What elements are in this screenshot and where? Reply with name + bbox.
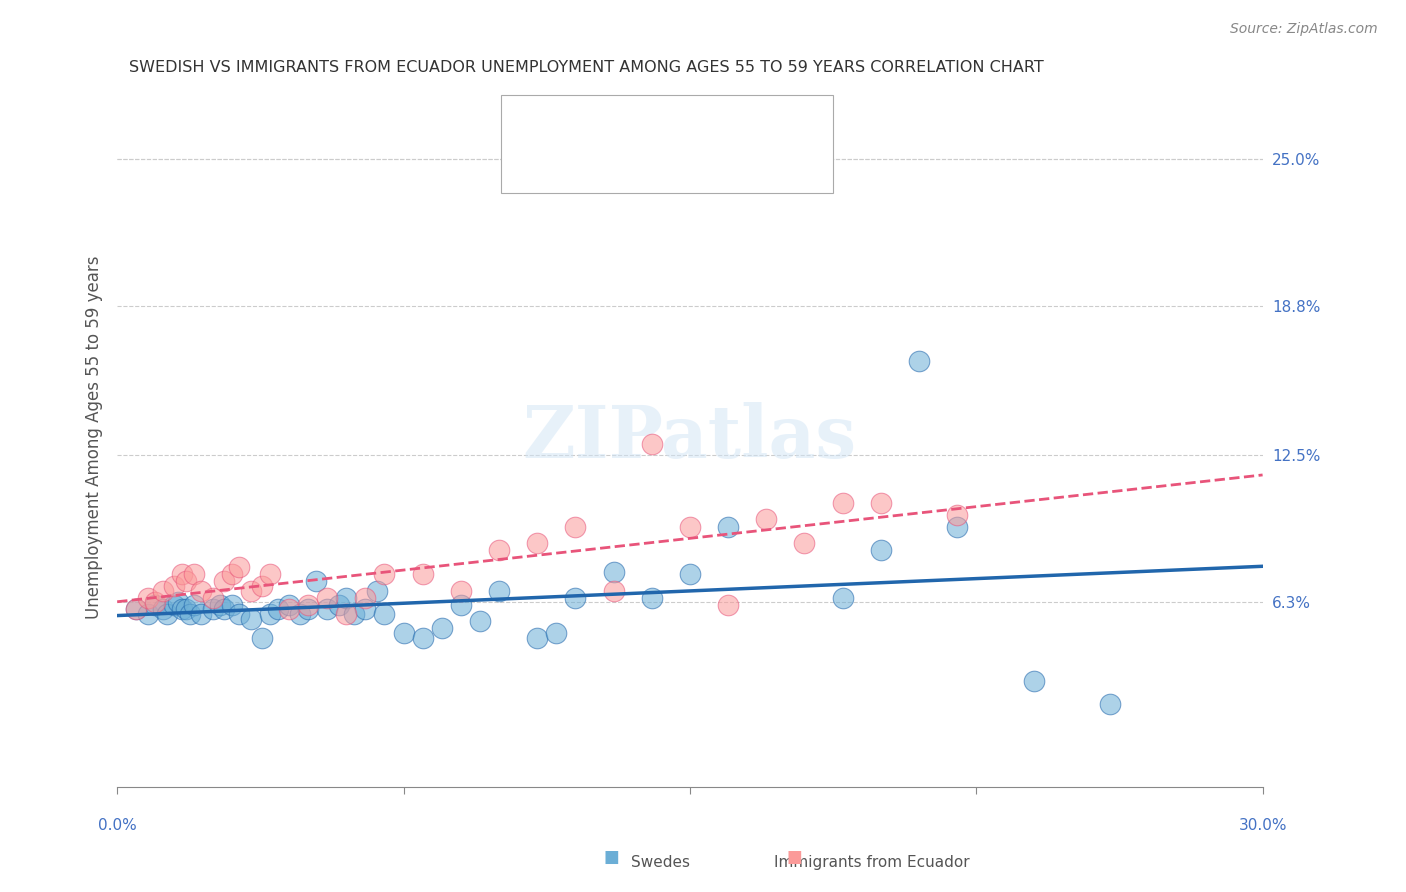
Point [201, 591, 224, 605]
Point [717, 519, 740, 533]
Point [297, 602, 319, 616]
Point [869, 543, 891, 558]
Point [239, 583, 262, 598]
Point [831, 591, 853, 605]
Point [290, 607, 312, 622]
Text: ■: ■ [603, 848, 620, 866]
Point [221, 598, 243, 612]
Point [212, 602, 235, 616]
Point [266, 602, 288, 616]
Point [163, 598, 186, 612]
Point [717, 598, 740, 612]
Text: 0.0%: 0.0% [98, 818, 136, 833]
Point [366, 583, 388, 598]
Point [252, 631, 274, 645]
Point [152, 583, 174, 598]
Point [259, 607, 281, 622]
Point [354, 602, 377, 616]
Point [167, 595, 190, 609]
Y-axis label: Unemployment Among Ages 55 to 59 years: Unemployment Among Ages 55 to 59 years [86, 256, 103, 619]
Point [793, 536, 815, 550]
Point [430, 621, 453, 635]
Point [136, 591, 159, 605]
Point [252, 579, 274, 593]
Point [755, 512, 778, 526]
Point [163, 579, 186, 593]
Point [239, 612, 262, 626]
Point [468, 615, 491, 629]
Point [305, 574, 328, 588]
Point [354, 591, 377, 605]
Point [450, 598, 472, 612]
Point [145, 598, 167, 612]
Point [190, 583, 212, 598]
Point [488, 543, 510, 558]
Point [869, 496, 891, 510]
Point [1098, 697, 1121, 711]
Point [679, 566, 702, 581]
Point [564, 519, 586, 533]
Point [564, 591, 586, 605]
Point [679, 519, 702, 533]
Legend: R = 0.466   N = 51, R = 0.405   N = 36: R = 0.466 N = 51, R = 0.405 N = 36 [591, 117, 789, 173]
Point [488, 583, 510, 598]
Point [392, 626, 415, 640]
Point [373, 607, 395, 622]
Point [297, 598, 319, 612]
Point [174, 574, 197, 588]
Point [343, 607, 366, 622]
Point [172, 566, 194, 581]
Text: ZIPatlas: ZIPatlas [523, 402, 858, 473]
Point [278, 602, 301, 616]
Point [172, 602, 194, 616]
Text: Immigrants from Ecuador: Immigrants from Ecuador [773, 855, 970, 870]
Point [1022, 673, 1045, 688]
Point [831, 496, 853, 510]
Point [908, 353, 931, 368]
Point [221, 566, 243, 581]
Point [125, 602, 148, 616]
Point [526, 631, 548, 645]
Point [946, 519, 969, 533]
Point [183, 566, 205, 581]
Point [174, 602, 197, 616]
Text: Swedes: Swedes [631, 855, 690, 870]
Point [156, 607, 179, 622]
Point [278, 598, 301, 612]
Point [328, 598, 350, 612]
Point [602, 565, 624, 579]
Point [526, 536, 548, 550]
Text: ■: ■ [786, 848, 803, 866]
Point [190, 607, 212, 622]
Point [179, 607, 201, 622]
Point [201, 602, 224, 616]
Point [546, 626, 568, 640]
Text: 30.0%: 30.0% [1239, 818, 1286, 833]
FancyBboxPatch shape [501, 95, 834, 193]
Point [212, 574, 235, 588]
Point [259, 566, 281, 581]
Point [373, 566, 395, 581]
Point [335, 591, 357, 605]
Point [145, 595, 167, 609]
Point [602, 583, 624, 598]
Point [335, 607, 357, 622]
Point [450, 583, 472, 598]
Point [125, 602, 148, 616]
Text: SWEDISH VS IMMIGRANTS FROM ECUADOR UNEMPLOYMENT AMONG AGES 55 TO 59 YEARS CORREL: SWEDISH VS IMMIGRANTS FROM ECUADOR UNEMP… [128, 60, 1043, 75]
Point [228, 607, 250, 622]
Point [209, 598, 232, 612]
Text: Source: ZipAtlas.com: Source: ZipAtlas.com [1230, 22, 1378, 37]
Point [412, 631, 434, 645]
Point [152, 602, 174, 616]
Point [316, 591, 339, 605]
Point [641, 591, 664, 605]
Point [316, 602, 339, 616]
Point [228, 559, 250, 574]
Point [412, 566, 434, 581]
Point [946, 508, 969, 522]
Point [641, 436, 664, 450]
Point [183, 598, 205, 612]
Point [136, 607, 159, 622]
